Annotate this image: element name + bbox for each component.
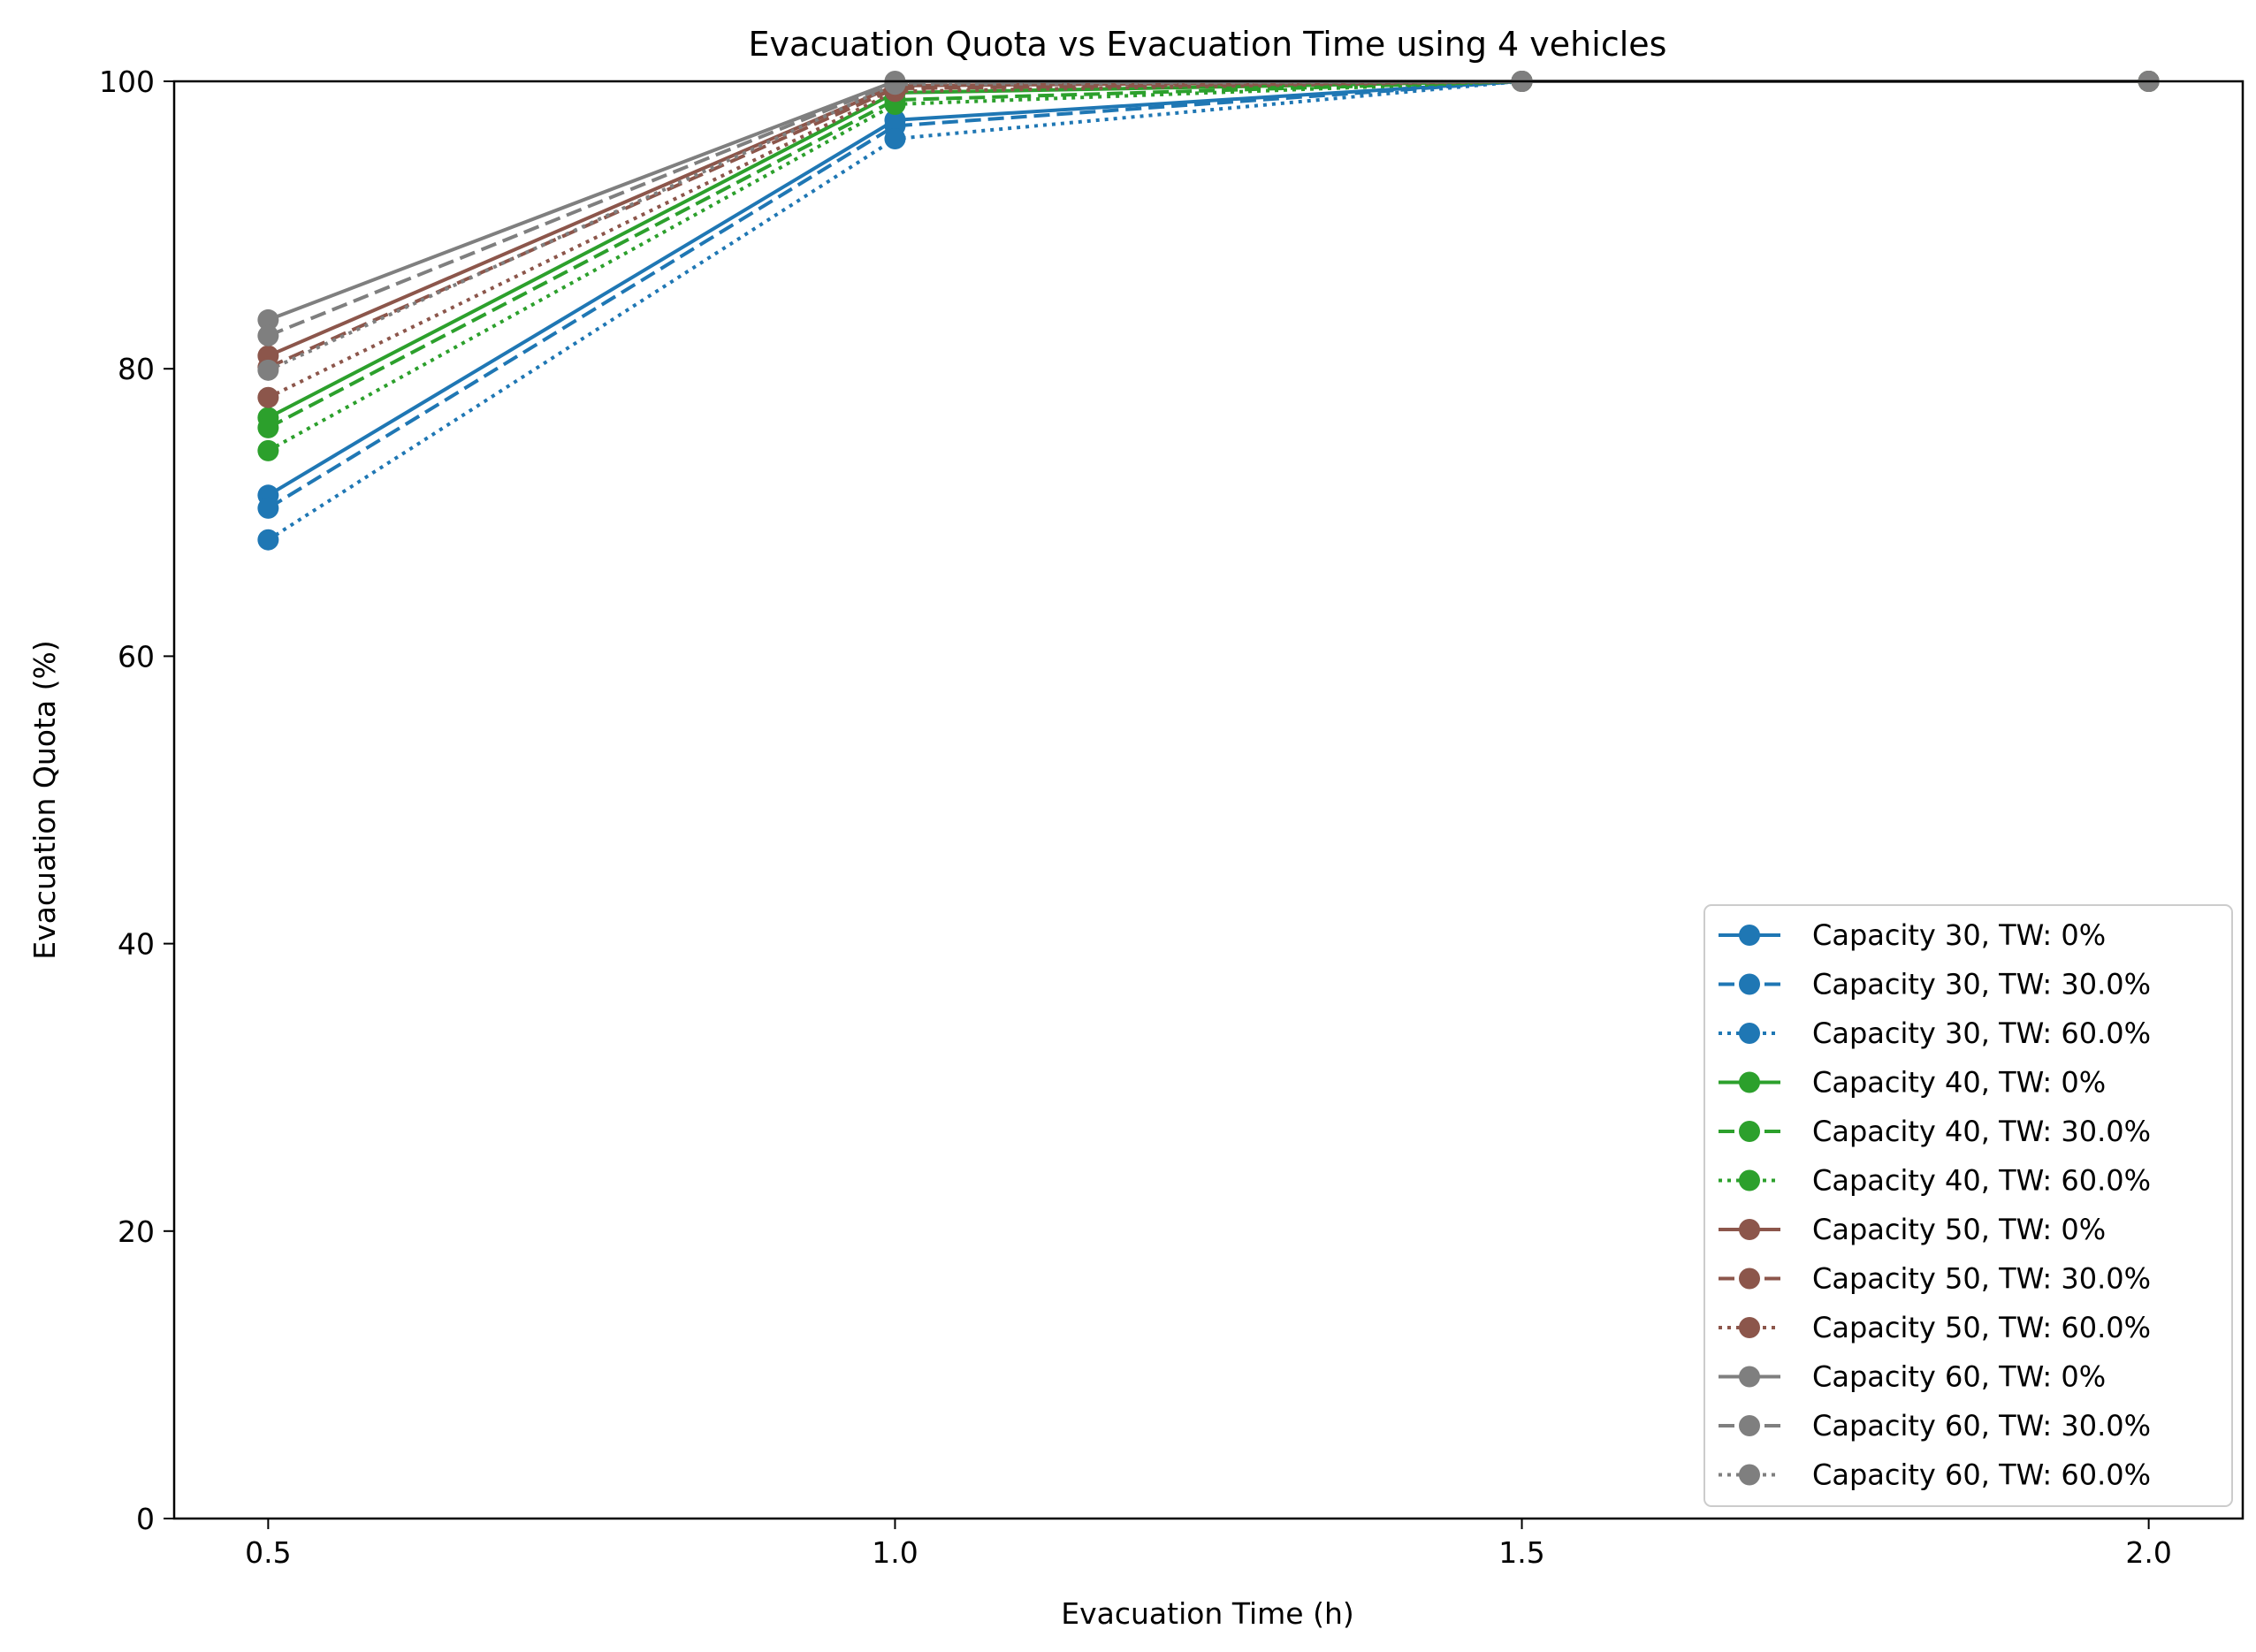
- legend-label: Capacity 50, TW: 60.0%: [1812, 1311, 2151, 1344]
- x-tick-label: 1.0: [872, 1535, 918, 1570]
- legend-marker: [1739, 1023, 1760, 1044]
- data-point: [884, 73, 906, 95]
- y-tick-label: 100: [99, 65, 155, 99]
- y-tick-label: 0: [136, 1502, 155, 1536]
- data-point: [884, 128, 906, 150]
- legend-marker: [1739, 925, 1760, 946]
- legend-item: Capacity 50, TW: 60.0%: [1719, 1311, 2151, 1344]
- series-line: [267, 80, 2149, 430]
- series-line: [267, 80, 2149, 510]
- legend-item: Capacity 50, TW: 30.0%: [1719, 1262, 2151, 1296]
- legend-label: Capacity 30, TW: 60.0%: [1812, 1016, 2151, 1050]
- x-tick-label: 2.0: [2125, 1535, 2171, 1570]
- legend: Capacity 30, TW: 0% Capacity 30, TW: 30.0…: [1703, 904, 2233, 1507]
- legend-label: Capacity 30, TW: 0%: [1812, 918, 2106, 952]
- data-point: [257, 324, 279, 346]
- x-axis-label: Evacuation Time (h): [1061, 1596, 1354, 1631]
- data-point: [257, 416, 279, 438]
- legend-label: Capacity 50, TW: 0%: [1812, 1213, 2106, 1246]
- legend-item: Capacity 60, TW: 60.0%: [1719, 1458, 2151, 1492]
- legend-item: Capacity 30, TW: 60.0%: [1719, 1016, 2151, 1050]
- y-axis-label: Evacuation Quota (%): [27, 640, 62, 959]
- plot-frame: [172, 80, 2245, 1520]
- legend-marker: [1739, 1317, 1760, 1338]
- legend-marker: [1739, 1366, 1760, 1388]
- legend-label: Capacity 60, TW: 30.0%: [1812, 1409, 2151, 1443]
- legend-label: Capacity 40, TW: 0%: [1812, 1066, 2106, 1100]
- data-point: [257, 386, 279, 408]
- legend-marker: [1739, 973, 1760, 995]
- legend-label: Capacity 50, TW: 30.0%: [1812, 1262, 2151, 1296]
- legend-item: Capacity 60, TW: 30.0%: [1719, 1409, 2151, 1443]
- legend-label: Capacity 30, TW: 30.0%: [1812, 968, 2151, 1001]
- data-point: [257, 497, 279, 519]
- y-axis: 0 20 40 60 80 100: [99, 65, 174, 1536]
- legend-marker: [1739, 1268, 1760, 1290]
- legend-marker: [1739, 1464, 1760, 1486]
- legend-label: Capacity 60, TW: 60.0%: [1812, 1458, 2151, 1492]
- legend-marker: [1739, 1169, 1760, 1191]
- legend-box: [1703, 904, 2233, 1507]
- legend-label: Capacity 40, TW: 30.0%: [1812, 1115, 2151, 1148]
- legend-marker: [1739, 1219, 1760, 1240]
- data-point: [257, 359, 279, 381]
- legend-marker: [1739, 1415, 1760, 1436]
- legend-item: Capacity 50, TW: 0%: [1719, 1213, 2106, 1246]
- y-tick-label: 60: [118, 639, 155, 674]
- data-point: [257, 439, 279, 461]
- x-axis: 0.5 1.0 1.5 2.0: [245, 1519, 2172, 1570]
- legend-item: Capacity 40, TW: 0%: [1719, 1066, 2106, 1100]
- y-tick-label: 20: [118, 1214, 155, 1249]
- y-tick-label: 40: [118, 927, 155, 962]
- x-tick-label: 0.5: [245, 1535, 291, 1570]
- legend-item: Capacity 30, TW: 30.0%: [1719, 968, 2151, 1001]
- legend-marker: [1739, 1071, 1760, 1093]
- series-line: [267, 80, 2149, 542]
- legend-item: Capacity 40, TW: 60.0%: [1719, 1164, 2151, 1198]
- data-point: [257, 308, 279, 331]
- legend-item: Capacity 40, TW: 30.0%: [1719, 1115, 2151, 1148]
- y-tick-label: 80: [118, 352, 155, 386]
- legend-marker: [1739, 1121, 1760, 1142]
- legend-item: Capacity 60, TW: 0%: [1719, 1360, 2106, 1394]
- legend-label: Capacity 60, TW: 0%: [1812, 1360, 2106, 1394]
- chart-title: Evacuation Quota vs Evacuation Time usin…: [749, 25, 1667, 64]
- legend-item: Capacity 30, TW: 0%: [1719, 918, 2106, 952]
- x-tick-label: 1.5: [1498, 1535, 1544, 1570]
- legend-label: Capacity 40, TW: 60.0%: [1812, 1164, 2151, 1198]
- data-point: [257, 529, 279, 551]
